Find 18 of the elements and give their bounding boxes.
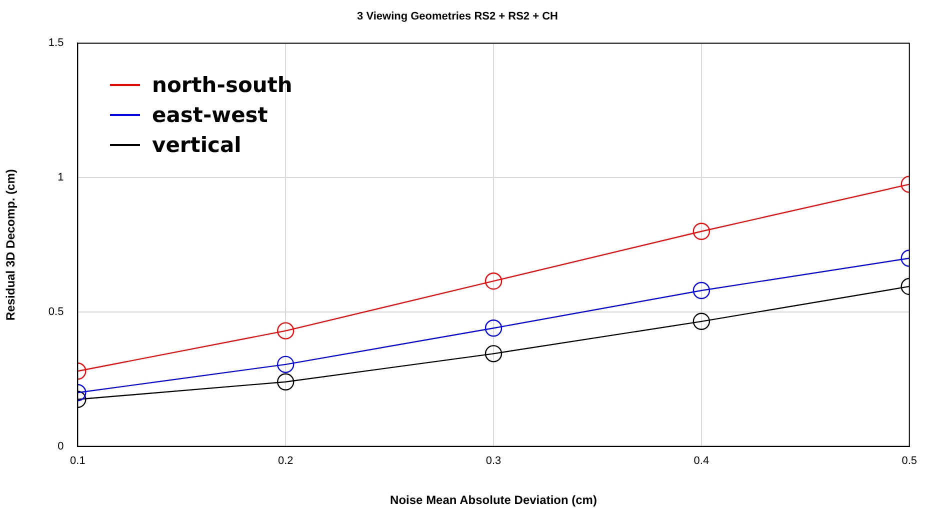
y-tick-label: 1 — [58, 172, 64, 184]
x-axis-title: Noise Mean Absolute Deviation (cm) — [390, 493, 597, 508]
x-tick-label: 0.1 — [70, 455, 86, 468]
x-tick-label: 0.5 — [902, 455, 918, 468]
y-tick-label: 0.5 — [48, 306, 64, 318]
y-tick-label: 0 — [58, 440, 64, 452]
y-tick-label: 1.5 — [48, 37, 64, 50]
legend-label: east-west — [152, 103, 268, 127]
point — [484, 320, 502, 337]
chart-title: 3 Viewing Geometries RS2 + RS2 + CH — [357, 10, 558, 23]
point — [484, 272, 502, 290]
legend-label: north-south — [152, 73, 292, 97]
legend-label: vertical — [152, 133, 242, 157]
x-tick-label: 0.2 — [278, 455, 294, 468]
point — [484, 345, 502, 362]
y-axis-title: Residual 3D Decomp. (cm) — [4, 169, 18, 320]
x-tick-label: 0.4 — [694, 455, 710, 468]
x-tick-label: 0.3 — [486, 455, 502, 468]
